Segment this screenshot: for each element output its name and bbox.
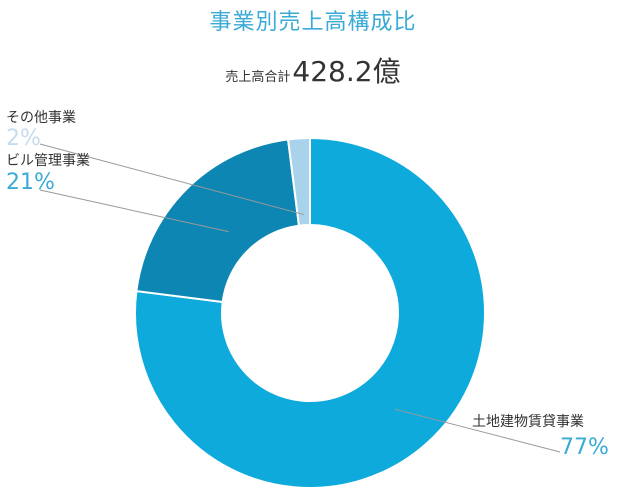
label-building: ビル管理事業	[6, 153, 90, 169]
leader-line-building	[39, 189, 229, 233]
pct-other: 2%	[6, 126, 41, 151]
total-sales-value: 428.2億	[292, 55, 401, 88]
label-land: 土地建物賃貸事業	[472, 414, 584, 430]
leader-line-land	[394, 408, 561, 453]
slice-building	[135, 138, 301, 304]
leader-line-other	[39, 143, 304, 216]
slice-other	[286, 136, 311, 227]
total-sales: 売上高合計428.2億	[0, 50, 626, 90]
slice-land	[134, 136, 486, 489]
pct-land: 77%	[560, 435, 609, 460]
chart-title: 事業別売上高構成比	[209, 10, 417, 35]
pct-building: 21%	[6, 170, 55, 195]
total-sales-label: 売上高合計	[225, 70, 291, 85]
label-other: その他事業	[6, 110, 76, 126]
